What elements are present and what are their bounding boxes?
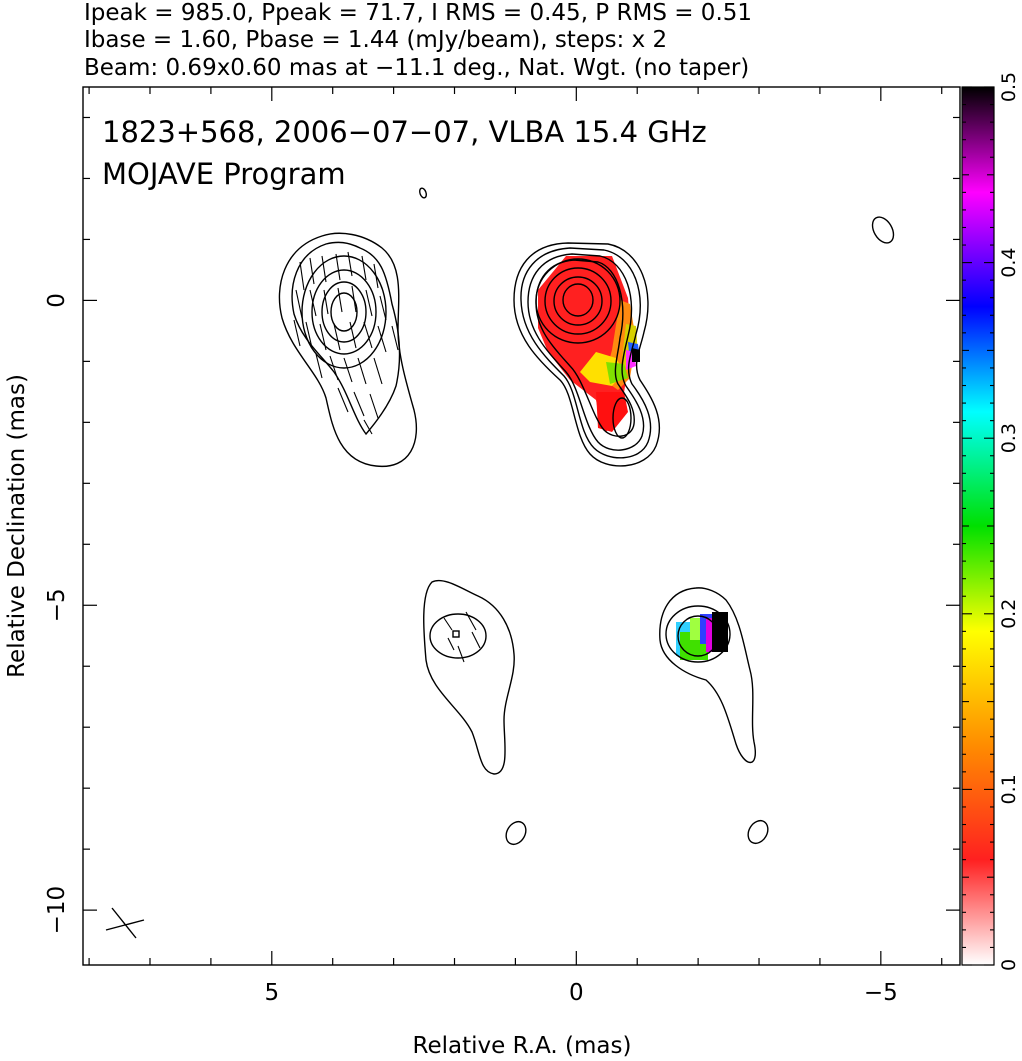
colorbar-tick-labels: 0 0.1 0.2 0.3 0.4 0.5 bbox=[998, 72, 1020, 971]
header-line-3: Beam: 0.69x0.60 mas at −11.1 deg., Nat. … bbox=[84, 55, 749, 81]
x-axis-ticks bbox=[88, 87, 943, 965]
left-feature-contours bbox=[278, 232, 418, 467]
noise-contours bbox=[419, 187, 895, 846]
lower-left-contours bbox=[423, 579, 515, 775]
colorbar-tick-label: 0.1 bbox=[998, 774, 1020, 804]
colorbar-tick-label: 0 bbox=[998, 959, 1020, 971]
polarization-fraction-map bbox=[538, 256, 728, 660]
y-tick-label: −5 bbox=[44, 588, 70, 622]
left-feature-vectors bbox=[293, 251, 399, 435]
colorbar-tick-label: 0.4 bbox=[998, 247, 1020, 277]
header-line-2: Ibase = 1.60, Pbase = 1.44 (mJy/beam), s… bbox=[84, 27, 667, 53]
x-axis-tick-labels: 5 0 −5 bbox=[264, 980, 897, 1006]
colorbar-tick-label: 0.2 bbox=[998, 599, 1020, 629]
intensity-contours bbox=[278, 187, 895, 846]
x-axis-label: Relative R.A. (mas) bbox=[413, 1033, 632, 1059]
x-tick-label: 0 bbox=[569, 980, 584, 1006]
chart-title: 1823+568, 2006−07−07, VLBA 15.4 GHz bbox=[102, 115, 707, 149]
y-axis-label: Relative Declination (mas) bbox=[4, 374, 30, 678]
core-pol-fill bbox=[538, 256, 640, 432]
lower-left-vectors bbox=[443, 611, 481, 663]
chart-subtitle: MOJAVE Program bbox=[102, 157, 346, 191]
x-tick-label: −5 bbox=[864, 980, 898, 1006]
polarization-vectors bbox=[293, 251, 481, 663]
y-axis-tick-labels: 0 −5 −10 bbox=[44, 293, 70, 934]
y-axis-ticks bbox=[83, 116, 960, 911]
core-contours bbox=[513, 242, 661, 467]
header-line-1: Ipeak = 985.0, Ppeak = 71.7, I RMS = 0.4… bbox=[84, 0, 752, 26]
y-tick-label: −10 bbox=[44, 886, 70, 935]
colorbar-tick-label: 0.3 bbox=[998, 423, 1020, 453]
x-tick-label: 5 bbox=[264, 980, 279, 1006]
y-tick-label: 0 bbox=[44, 293, 70, 308]
knot-pol-fill bbox=[676, 612, 728, 660]
knot-contours bbox=[659, 587, 756, 763]
plot-frame bbox=[82, 86, 961, 966]
colorbar-ticks bbox=[962, 86, 994, 966]
colorbar-tick-label: 0.5 bbox=[998, 72, 1020, 102]
beam-cross bbox=[105, 907, 145, 939]
